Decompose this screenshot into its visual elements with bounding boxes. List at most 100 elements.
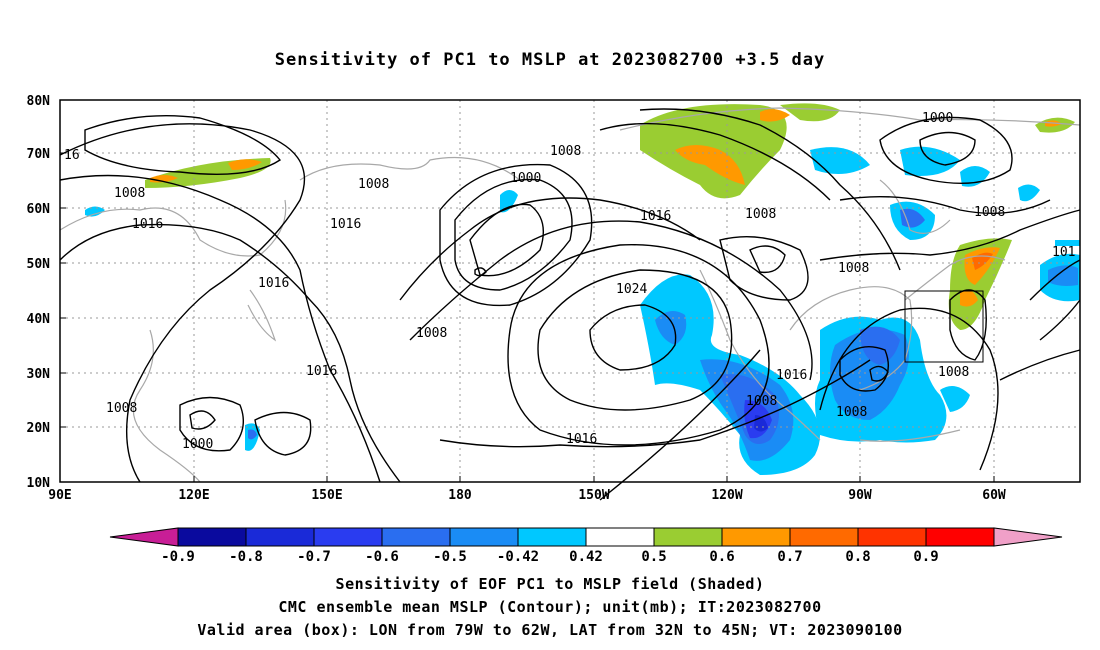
colorbar-swatch — [653, 527, 723, 547]
chart-title: Sensitivity of PC1 to MSLP at 2023082700… — [274, 50, 826, 70]
shade-negative — [1048, 265, 1078, 286]
colorbar-swatch — [789, 527, 859, 547]
contour-label: 1016 — [330, 217, 361, 232]
contour-label: 1008 — [106, 401, 137, 416]
lon-label: 120E — [178, 488, 209, 503]
axis-ticks — [59, 99, 995, 483]
colorbar-tick-label: 0.7 — [777, 549, 802, 565]
contour-label: 1008 — [938, 365, 969, 380]
colorbar-tick-label: -0.5 — [433, 549, 467, 565]
colorbar-swatch — [925, 527, 995, 547]
colorbar-swatch — [449, 527, 519, 547]
shade-positive — [780, 103, 840, 122]
shade-positive — [228, 159, 262, 170]
contour-label: 1016 — [566, 432, 597, 447]
contour-label: 16 — [64, 148, 80, 163]
shade-negative — [810, 147, 870, 174]
colorbar-tick-label: -0.8 — [229, 549, 263, 565]
lon-label: 180 — [448, 488, 472, 503]
colorbar-swatch — [721, 527, 791, 547]
shade-negative — [1055, 240, 1080, 246]
shade-negative — [900, 146, 960, 176]
shade-negative — [655, 311, 687, 345]
shade-negative — [900, 208, 925, 228]
caption-contour: CMC ensemble mean MSLP (Contour); unit(m… — [278, 598, 822, 616]
colorbar-tick-label: -0.7 — [297, 549, 331, 565]
contour-label: 1016 — [640, 209, 671, 224]
contour-label: 1000 — [510, 171, 541, 186]
lat-label: 40N — [27, 312, 51, 327]
caption-valid-area: Valid area (box): LON from 79W to 62W, L… — [197, 621, 903, 639]
shade-positive — [972, 252, 993, 270]
shade-negative — [960, 166, 990, 187]
map-frame — [59, 99, 1081, 483]
shade-positive — [760, 109, 790, 122]
contour-label: 1008 — [746, 394, 777, 409]
colorbar-swatch — [585, 527, 655, 547]
colorbar-tick-label: -0.9 — [161, 549, 195, 565]
colorbar-swatch — [381, 527, 451, 547]
caption-shaded: Sensitivity of EOF PC1 to MSLP field (Sh… — [335, 575, 765, 593]
contour-label: 1008 — [836, 405, 867, 420]
lat-label: 80N — [27, 94, 51, 109]
lon-axis-labels: 90E 120E 150E 180 150W 120W 90W 60W — [48, 488, 1006, 503]
colorbar-swatch — [245, 527, 315, 547]
lon-label: 150W — [578, 488, 609, 503]
shade-positive — [1045, 120, 1062, 127]
colorbar — [109, 527, 1063, 547]
contour-label: 1016 — [776, 368, 807, 383]
contour-label: 1000 — [182, 437, 213, 452]
mslp-contours — [59, 108, 1081, 501]
colorbar-tick-label: 0.6 — [709, 549, 734, 565]
valid-area-box — [904, 290, 984, 363]
lat-label: 10N — [27, 476, 51, 491]
shade-negative — [248, 429, 257, 440]
colorbar-swatch — [177, 527, 247, 547]
shade-negative — [940, 386, 970, 412]
lat-label: 50N — [27, 257, 51, 272]
contour-label: 1008 — [550, 144, 581, 159]
contour-label: 1016 — [132, 217, 163, 232]
lon-label: 150E — [311, 488, 342, 503]
colorbar-over-arrow — [993, 527, 1063, 547]
contour-label: 101 — [1052, 245, 1075, 260]
contour-label: 1008 — [838, 261, 869, 276]
contour-label: 1016 — [258, 276, 289, 291]
colorbar-under-arrow — [109, 527, 179, 547]
colorbar-tick-labels: -0.9 -0.8 -0.7 -0.6 -0.5 -0.42 0.42 0.5 0.6 0.7 0.… — [161, 549, 939, 565]
colorbar-swatch — [857, 527, 927, 547]
colorbar-tick-label: -0.42 — [497, 549, 539, 565]
shade-negative — [500, 190, 518, 213]
shade-negative — [860, 326, 900, 365]
colorbar-tick-label: 0.9 — [913, 549, 938, 565]
lat-label: 60N — [27, 202, 51, 217]
colorbar-tick-label: 0.8 — [845, 549, 870, 565]
shade-negative — [1018, 184, 1040, 202]
lon-label: 90W — [848, 488, 872, 503]
contour-label-layer: 16 1008 1016 1008 1016 1016 1008 1000 10… — [64, 111, 1075, 452]
contour-label: 1008 — [416, 326, 447, 341]
colorbar-tick-label: 0.42 — [569, 549, 603, 565]
lat-label: 30N — [27, 367, 51, 382]
contour-label: 1008 — [745, 207, 776, 222]
colorbar-tick-label: 0.5 — [641, 549, 666, 565]
contour-label: 1008 — [358, 177, 389, 192]
colorbar-tick-label: -0.6 — [365, 549, 399, 565]
contour-label: 1024 — [616, 282, 647, 297]
lat-axis-labels: 80N 70N 60N 50N 40N 30N 20N 10N — [27, 94, 51, 491]
lat-label: 70N — [27, 147, 51, 162]
contour-label: 1008 — [114, 186, 145, 201]
contour-label: 1016 — [306, 364, 337, 379]
lat-label: 20N — [27, 421, 51, 436]
colorbar-swatch — [517, 527, 587, 547]
colorbar-swatch — [313, 527, 383, 547]
lon-label: 60W — [982, 488, 1006, 503]
shade-negative — [85, 206, 105, 217]
lon-label: 120W — [711, 488, 742, 503]
coastlines — [59, 107, 1081, 483]
lon-label: 90E — [48, 488, 71, 503]
shade-positive — [960, 289, 978, 307]
contour-label: 1008 — [974, 205, 1005, 220]
contour-label: 1000 — [922, 111, 953, 126]
